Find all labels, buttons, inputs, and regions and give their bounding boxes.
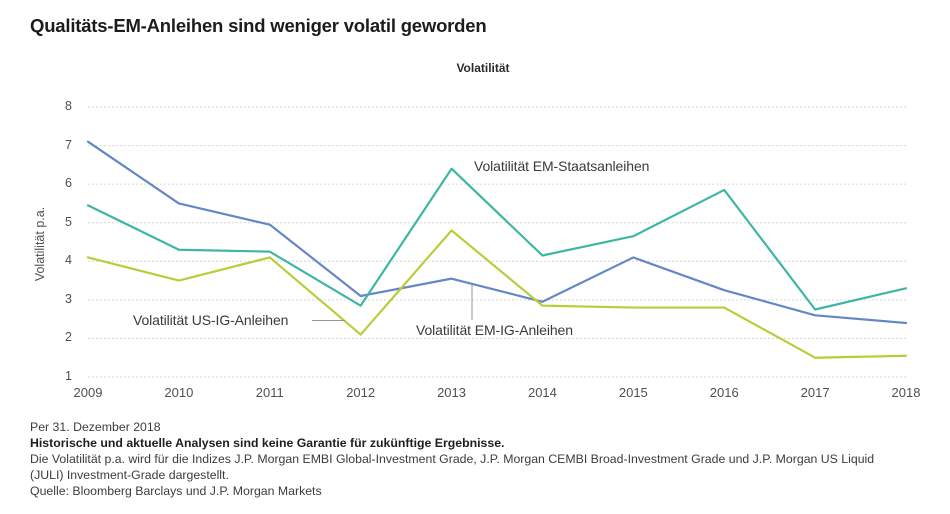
x-tick-label: 2015	[618, 385, 648, 400]
x-tick-label: 2011	[255, 385, 284, 400]
y-tick-label: 5	[65, 214, 72, 229]
as-of-date: Per 31. Dezember 2018	[30, 420, 161, 434]
x-tick-label: 2009	[73, 385, 103, 400]
y-tick-label: 1	[65, 369, 72, 383]
y-tick-label: 7	[65, 137, 72, 152]
annotation-em-staatsanleihen: Volatilität EM-Staatsanleihen	[474, 158, 650, 174]
y-tick-label: 4	[65, 253, 72, 268]
x-tick-label: 2016	[709, 385, 739, 400]
disclaimer: Historische und aktuelle Analysen sind k…	[30, 436, 505, 450]
series-line-em-ig-anleihen	[86, 140, 908, 325]
annotation-em-ig-anleihen: Volatilität EM-IG-Anleihen	[416, 322, 573, 338]
x-tick-label: 2012	[346, 385, 376, 400]
series-lines	[86, 140, 908, 359]
chart-title: Volatilität	[456, 61, 510, 75]
page-title: Qualitäts-EM-Anleihen sind weniger volat…	[30, 15, 487, 36]
footnotes: Per 31. Dezember 2018 Historische und ak…	[30, 419, 910, 499]
y-tick-label: 2	[65, 330, 72, 345]
x-tick-label: 2017	[800, 385, 830, 400]
x-tick-label: 2013	[437, 385, 466, 400]
series-line-em-staatsanleihen	[86, 167, 908, 311]
gridlines	[88, 106, 906, 378]
x-tick-label: 2018	[891, 385, 921, 400]
series-line-us-ig-anleihen	[86, 229, 908, 359]
x-tick-label: 2014	[527, 385, 557, 400]
y-tick-label: 3	[65, 291, 72, 306]
source-line: Quelle: Bloomberg Barclays und J.P. Morg…	[30, 484, 322, 498]
annotation-us-ig-anleihen: Volatilität US-IG-Anleihen	[133, 312, 289, 328]
y-tick-label: 6	[65, 176, 72, 191]
y-tick-label: 8	[65, 99, 72, 113]
x-tick-label: 2010	[164, 385, 194, 400]
index-description: Die Volatilität p.a. wird für die Indize…	[30, 452, 875, 482]
